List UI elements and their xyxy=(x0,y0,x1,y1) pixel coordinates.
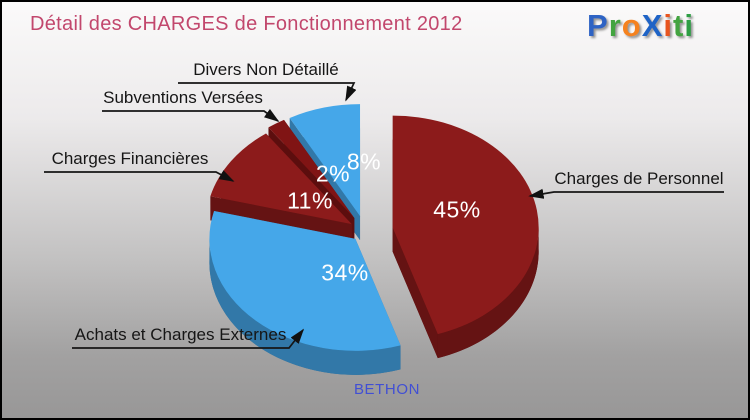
pie-slice-face[interactable] xyxy=(268,119,355,219)
pie-value-label-11: 11% xyxy=(287,187,333,214)
callout-label-divers-non-detaille: Divers Non Détaillé xyxy=(193,60,339,79)
logo-letter: P xyxy=(587,8,609,43)
logo-letter: i xyxy=(663,8,674,43)
pie-slice-face[interactable] xyxy=(392,115,539,335)
logo-letter: X xyxy=(641,8,664,43)
pie-slices xyxy=(209,104,539,375)
pie-slice-rim xyxy=(437,227,539,359)
callout-label-subventions-versees: Subventions Versées xyxy=(103,88,263,107)
callout-line-subventions xyxy=(102,108,280,122)
pie-value-label-34: 34% xyxy=(321,259,369,286)
pie-slice-face[interactable] xyxy=(209,210,401,351)
callout-line-financieres xyxy=(44,170,235,182)
callout-label-achats-charges-externes: Achats et Charges Externes xyxy=(74,325,287,344)
callout-line-achats xyxy=(72,328,305,349)
callout-lines xyxy=(44,82,724,349)
logo-letter: t xyxy=(673,8,685,43)
pie-slice-achats-et-charges-externes xyxy=(209,210,401,375)
pie-slice-face[interactable] xyxy=(289,104,361,217)
pie-value-label-8: 8% xyxy=(346,148,382,175)
proxiti-logo[interactable]: ProXiti xyxy=(587,8,694,44)
entity-label: BETHON xyxy=(353,381,421,398)
callout-label-charges-de-personnel: Charges de Personnel xyxy=(554,169,724,188)
callout-label-charges-financieres: Charges Financières xyxy=(51,149,209,168)
logo-letter: i xyxy=(684,8,694,43)
pie-slice-rim xyxy=(209,238,401,375)
pie-value-label-2: 2% xyxy=(315,160,351,187)
callout-line-personnel xyxy=(528,188,724,199)
pie-slice-charges-de-personnel xyxy=(392,115,539,359)
pie-slice-wall xyxy=(392,227,438,359)
callout-line-divers xyxy=(178,82,357,102)
pie-slice-face[interactable] xyxy=(210,133,352,225)
logo-letter: r xyxy=(608,8,622,43)
chart-title: Détail des CHARGES de Fonctionnement 201… xyxy=(30,13,463,35)
pie-value-label-45: 45% xyxy=(433,196,481,223)
logo-letter: o xyxy=(621,8,642,43)
